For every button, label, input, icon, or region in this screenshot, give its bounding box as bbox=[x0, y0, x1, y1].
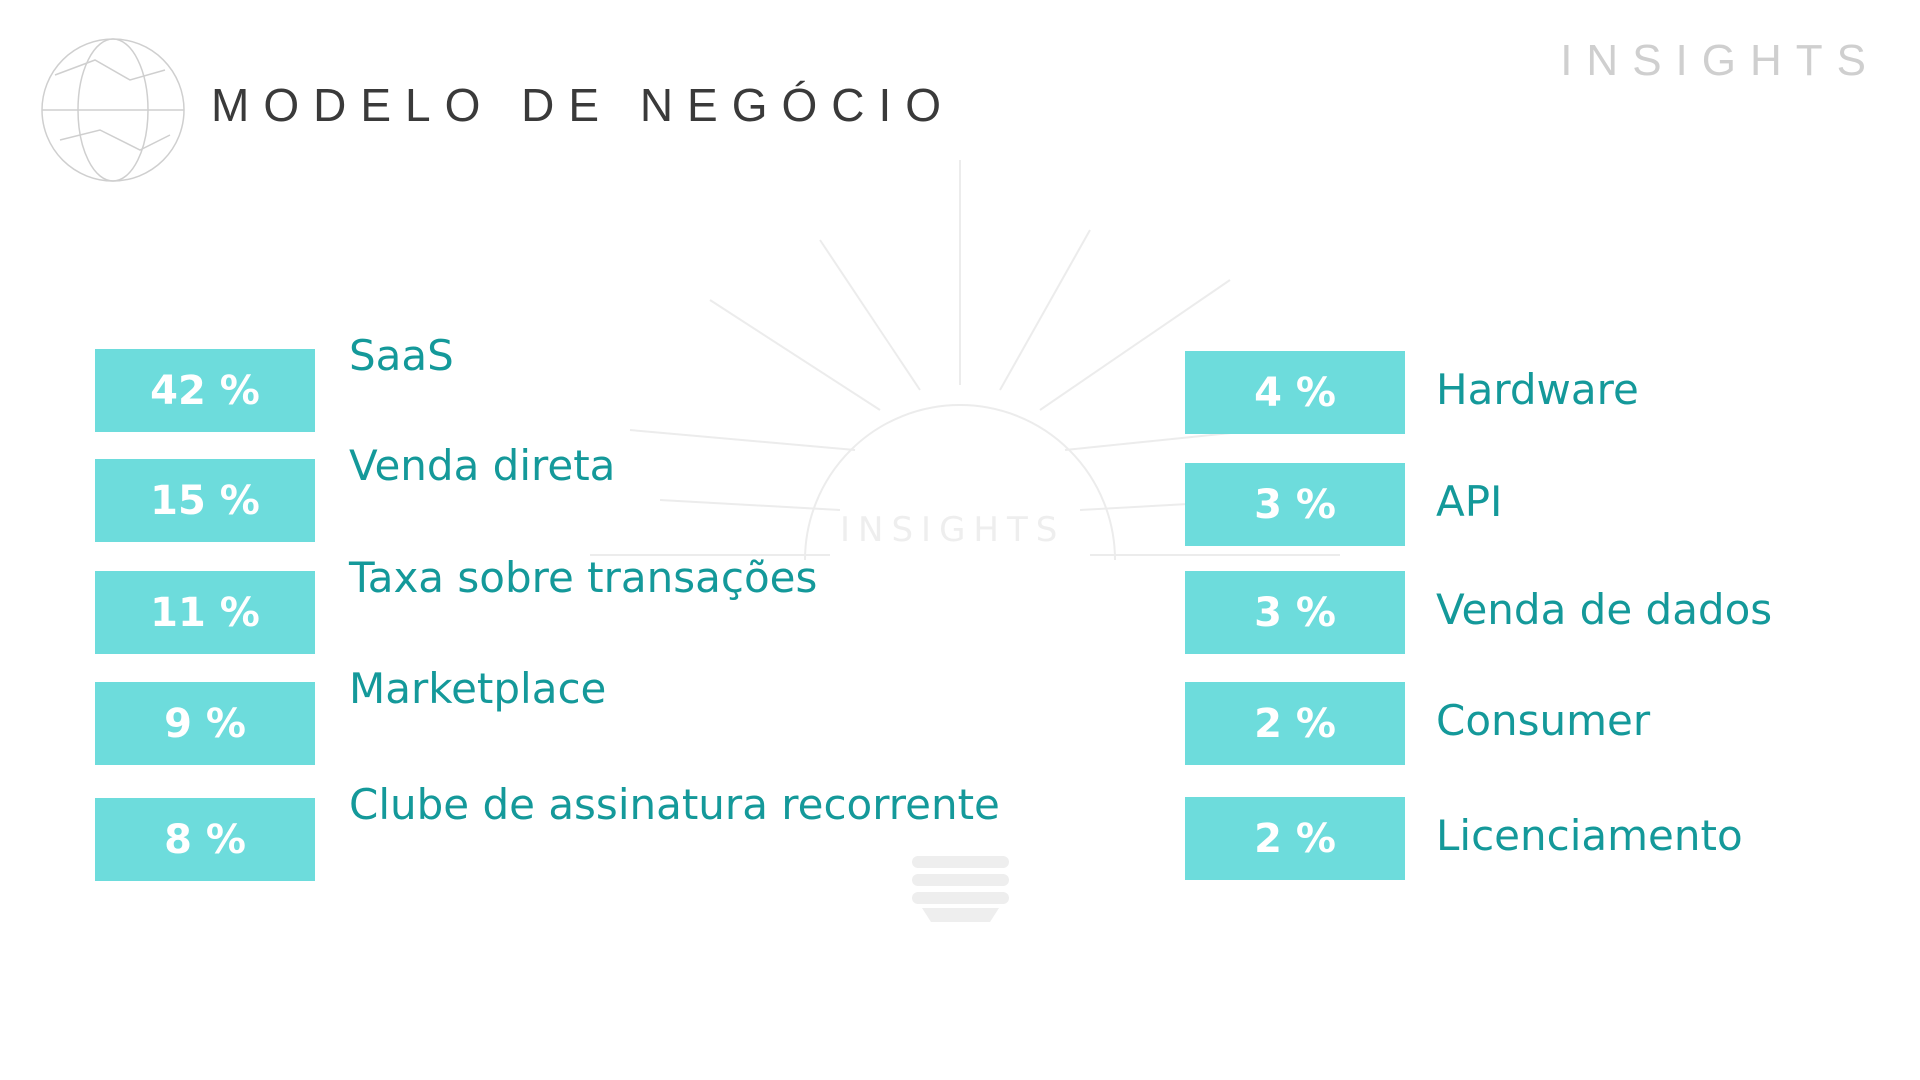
percent-box: 42 % bbox=[95, 349, 315, 432]
category-label: Consumer bbox=[1436, 696, 1651, 745]
category-label: Licenciamento bbox=[1436, 811, 1743, 860]
percent-box: 8 % bbox=[95, 798, 315, 881]
percent-box: 3 % bbox=[1185, 463, 1405, 546]
brand: INSIGHTS bbox=[1560, 36, 1880, 85]
percent-box: 3 % bbox=[1185, 571, 1405, 654]
category-label: Venda de dados bbox=[1436, 585, 1773, 634]
percent-box: 11 % bbox=[95, 571, 315, 654]
category-label: Marketplace bbox=[349, 664, 607, 713]
percent-box: 2 % bbox=[1185, 797, 1405, 880]
category-label: Clube de assinatura recorrente bbox=[349, 780, 1000, 829]
percent-box: 9 % bbox=[95, 682, 315, 765]
category-label: Venda direta bbox=[349, 441, 616, 490]
watermark-text: INSIGHTS bbox=[840, 510, 1066, 550]
percent-box: 15 % bbox=[95, 459, 315, 542]
slide-title: MODELO DE NEGÓCIO bbox=[211, 79, 956, 131]
percent-box: 2 % bbox=[1185, 682, 1405, 765]
category-label: API bbox=[1436, 477, 1503, 526]
percent-box: 4 % bbox=[1185, 351, 1405, 434]
globe bbox=[41, 38, 185, 182]
category-label: SaaS bbox=[349, 331, 454, 380]
category-label: Taxa sobre transações bbox=[349, 553, 818, 602]
category-label: Hardware bbox=[1436, 365, 1639, 414]
